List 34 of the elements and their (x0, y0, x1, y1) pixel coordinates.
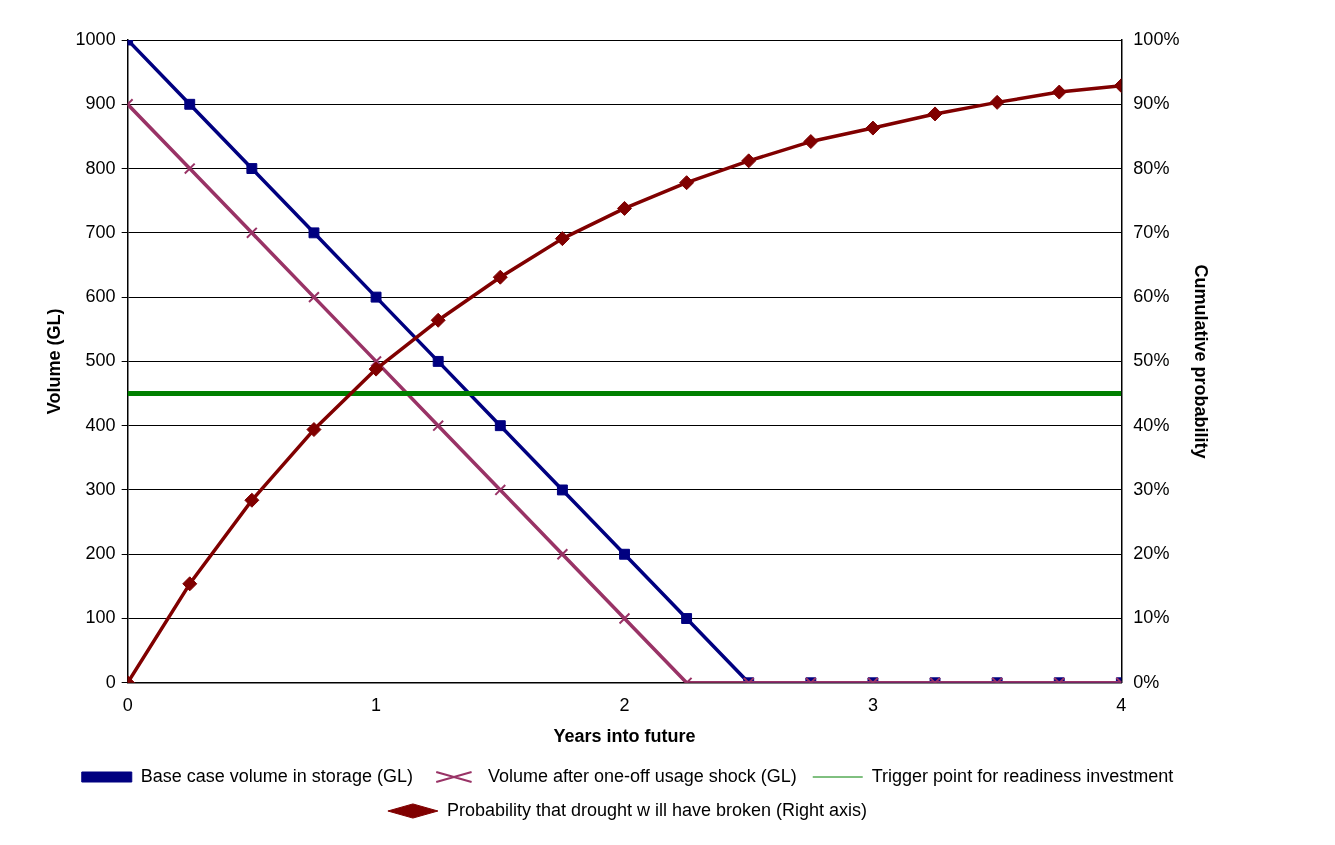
y-tick-label: 200 (85, 543, 116, 564)
x-axis-title: Years into future (553, 726, 696, 747)
x-tick-label: 0 (122, 694, 133, 715)
legend-label: Base case volume in storage (GL) (140, 765, 413, 786)
y2-axis-title: Cumulative probability (1191, 264, 1212, 459)
legend-label: Volume after one-off usage shock (GL) (487, 765, 797, 786)
legend-label: Probability that drought w ill have broken (Right axis) (446, 799, 868, 820)
y-tick-label: 400 (85, 414, 116, 435)
y2-tick-label: 50% (1133, 350, 1170, 371)
x-tick-label: 4 (1116, 694, 1127, 715)
y2-tick-label: 70% (1133, 221, 1170, 242)
y-tick-label: 0 (105, 671, 116, 692)
legend-label: Trigger point for readiness investment (871, 765, 1174, 786)
x-tick-label: 3 (867, 694, 878, 715)
y2-tick-label: 60% (1133, 286, 1170, 307)
y-tick-label: 800 (85, 157, 116, 178)
y-tick-label: 500 (85, 350, 116, 371)
y-tick-label: 900 (85, 93, 116, 114)
y2-tick-label: 40% (1133, 414, 1170, 435)
y-tick-label: 100 (85, 607, 116, 628)
y2-tick-label: 20% (1133, 543, 1170, 564)
y2-tick-label: 30% (1133, 478, 1170, 499)
y-tick-label: 300 (85, 478, 116, 499)
x-tick-label: 1 (371, 694, 382, 715)
y2-tick-label: 90% (1133, 93, 1170, 114)
y-axis-title: Volume (GL) (43, 308, 64, 415)
y-tick-label: 1000 (75, 28, 116, 49)
x-tick-label: 2 (619, 694, 630, 715)
y-tick-label: 600 (85, 286, 116, 307)
y2-tick-label: 0% (1133, 671, 1160, 692)
y-tick-label: 700 (85, 221, 116, 242)
y2-tick-label: 80% (1133, 157, 1170, 178)
y2-tick-label: 10% (1133, 607, 1170, 628)
y2-tick-label: 100% (1133, 28, 1180, 49)
